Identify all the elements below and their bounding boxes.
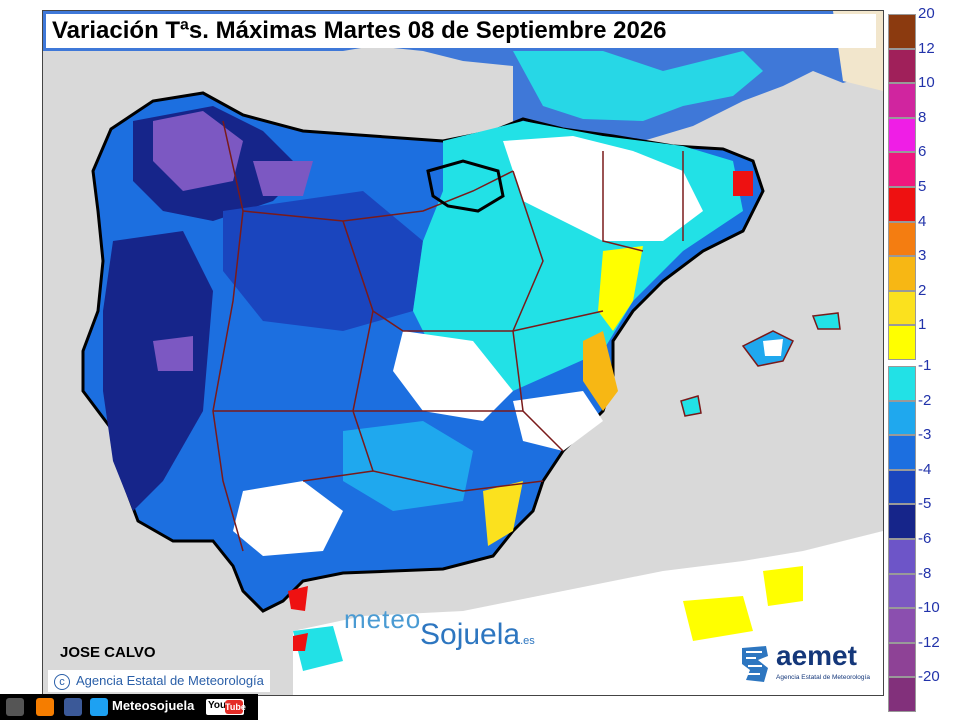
legend-label-neg-9: -20 — [918, 668, 940, 686]
copyright-label: c Agencia Estatal de Meteorología — [48, 670, 270, 692]
watermark-part1: meteo — [344, 604, 422, 634]
youtube-icon[interactable]: You Tube — [206, 699, 246, 715]
france-cyan-zone — [513, 51, 763, 121]
zone-central-west — [223, 191, 423, 331]
blogger-icon[interactable] — [36, 698, 54, 716]
instagram-icon[interactable] — [6, 698, 24, 716]
zone-portugal-purple — [153, 336, 193, 371]
legend-label-pos-9: 1 — [918, 316, 927, 334]
watermark-sojuela: Sojuela — [420, 618, 521, 651]
legend-swatch-pos-2 — [888, 83, 916, 118]
legend-label-neg-5: -6 — [918, 530, 932, 547]
legend-label-pos-4: 6 — [918, 143, 927, 161]
aemet-wordmark: aemet — [776, 640, 857, 671]
legend-label-neg-0: -1 — [918, 357, 932, 374]
legend-label-neg-4: -5 — [918, 495, 932, 513]
legend-label-pos-0: 20 — [918, 5, 935, 22]
legend-label-neg-6: -8 — [918, 564, 932, 582]
legend-swatch-pos-1 — [888, 48, 916, 84]
map-title: Variación Tªs. Máximas Martes 08 de Sept… — [46, 14, 876, 48]
ibiza — [680, 395, 702, 417]
twitter-icon[interactable] — [90, 698, 108, 716]
zone-leon-purple — [253, 161, 313, 196]
legend-label-pos-2: 10 — [918, 74, 935, 92]
watermark-suffix: .es — [520, 635, 535, 647]
legend-swatch-pos-6 — [888, 221, 916, 257]
legend-swatch-neg-1 — [888, 400, 916, 436]
north-africa-yellow-1 — [683, 596, 753, 641]
legend-label-neg-2: -3 — [918, 426, 932, 444]
legend-label-pos-5: 5 — [918, 178, 927, 195]
watermark-part2: Sojuela.es — [420, 618, 535, 652]
legend-label-pos-7: 3 — [918, 247, 927, 265]
legend-swatch-neg-3 — [888, 469, 916, 505]
north-africa — [293, 531, 883, 695]
aemet-subtitle: Agencia Estatal de Meteorología — [776, 674, 870, 681]
legend-label-pos-1: 12 — [918, 39, 935, 57]
legend-swatch-pos-9 — [888, 325, 916, 360]
zone-girona-red — [733, 171, 753, 196]
legend-swatch-pos-4 — [888, 152, 916, 187]
zone-gibraltar-red — [288, 586, 308, 611]
legend-label-neg-7: -10 — [918, 599, 940, 617]
facebook-icon[interactable] — [64, 698, 82, 716]
legend-swatch-neg-9 — [888, 677, 916, 712]
copyright-text: Agencia Estatal de Meteorología — [76, 673, 264, 688]
author-label: JOSE CALVO — [60, 644, 156, 661]
aemet-emblem-icon — [742, 646, 768, 682]
menorca — [811, 312, 841, 330]
watermark: meteo Sojuela.es — [344, 604, 535, 651]
color-legend: 20 12 10 8 6 5 4 3 2 1 -1 -2 -3 -4 -5 -6 -8 -10 -12 -20 — [888, 5, 958, 712]
copyright-icon: c — [54, 673, 70, 690]
zone-murcia-white — [513, 391, 603, 451]
legend-label-pos-6: 4 — [918, 212, 927, 230]
zone-galicia-purple — [153, 111, 243, 191]
legend-swatch-neg-0 — [888, 366, 916, 401]
legend-swatch-neg-8 — [888, 642, 916, 678]
mallorca-white — [763, 339, 783, 356]
temperature-variation-map — [43, 11, 883, 695]
legend-swatch-pos-7 — [888, 256, 916, 291]
youtube-you: You — [208, 700, 227, 711]
legend-swatch-neg-5 — [888, 539, 916, 574]
zone-andalusia-blue — [343, 421, 473, 511]
legend-swatch-neg-7 — [888, 608, 916, 643]
zone-andalusia-white — [233, 481, 343, 556]
zone-valencia-warm — [583, 331, 618, 411]
legend-swatch-pos-0 — [888, 14, 916, 49]
legend-label-neg-8: -12 — [918, 633, 940, 651]
legend-swatch-neg-4 — [888, 504, 916, 539]
aemet-logo: aemet Agencia Estatal de Meteorología — [738, 640, 878, 690]
north-africa-red — [293, 633, 308, 651]
legend-label-pos-8: 2 — [918, 281, 927, 299]
legend-swatch-neg-2 — [888, 435, 916, 470]
la-rioja-outline — [426, 159, 505, 213]
legend-label-neg-3: -4 — [918, 460, 932, 478]
zone-lamancha-white — [393, 331, 513, 421]
legend-label-pos-3: 8 — [918, 108, 927, 126]
map-frame — [42, 10, 884, 696]
zone-almeria-yellow — [483, 481, 523, 546]
legend-swatch-pos-3 — [888, 117, 916, 153]
social-account-label: Meteosojuela — [112, 698, 195, 713]
region-borders — [212, 120, 684, 552]
legend-swatch-pos-8 — [888, 290, 916, 326]
zone-castellon-yellow — [598, 246, 643, 331]
legend-label-neg-1: -2 — [918, 391, 932, 409]
legend-swatch-pos-5 — [888, 187, 916, 222]
social-bar: Meteosojuela You Tube — [0, 694, 258, 720]
youtube-tube: Tube — [225, 700, 246, 714]
legend-swatch-neg-6 — [888, 573, 916, 609]
north-africa-yellow-2 — [763, 566, 803, 606]
